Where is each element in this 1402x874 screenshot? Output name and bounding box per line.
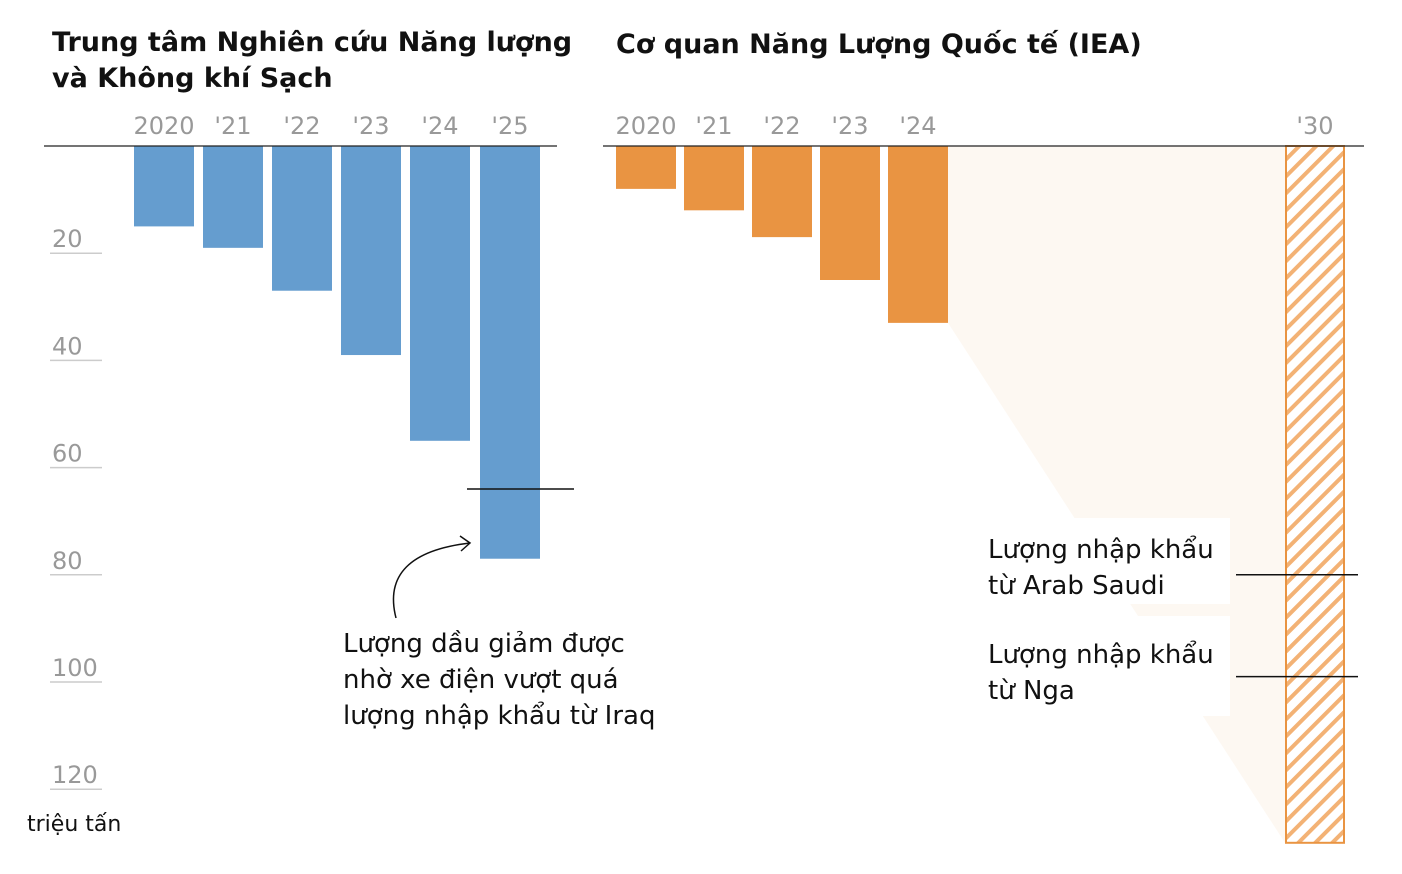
chart-title: Cơ quan Năng Lượng Quốc tế (IEA) — [616, 29, 1142, 60]
annotation-label: nhờ xe điện vượt quá — [343, 665, 619, 695]
reference-label: từ Nga — [988, 676, 1075, 706]
annotation-label: lượng nhập khẩu từ Iraq — [343, 700, 655, 731]
x-tick-label: 2020 — [615, 112, 676, 140]
x-tick-label: '21 — [695, 112, 732, 140]
y-tick-label: 100 — [52, 654, 98, 682]
label-background — [978, 616, 1230, 716]
annotation-arrow — [392, 542, 471, 619]
y-tick-label: 60 — [52, 440, 83, 468]
x-tick-label: '25 — [491, 112, 528, 140]
projected-bar — [1285, 145, 1345, 844]
projection-area — [948, 146, 1285, 843]
x-tick-label: '21 — [214, 112, 251, 140]
y-tick-label: 120 — [52, 761, 98, 789]
x-tick-label: 2020 — [133, 112, 194, 140]
y-tick-label: 40 — [52, 332, 83, 360]
chart-title: Trung tâm Nghiên cứu Năng lượng — [52, 27, 572, 58]
bar — [341, 146, 401, 356]
bar — [684, 146, 744, 211]
reference-label: từ Arab Saudi — [988, 571, 1165, 601]
annotation-label: Lượng dầu giảm được — [343, 629, 625, 659]
bar — [888, 146, 948, 323]
bar — [203, 146, 263, 248]
x-tick-label: '30 — [1296, 112, 1333, 140]
bar — [752, 146, 812, 238]
x-tick-label: '22 — [763, 112, 800, 140]
y-tick-label: 80 — [52, 547, 83, 575]
reference-label: Lượng nhập khẩu — [988, 639, 1214, 670]
bar — [820, 146, 880, 280]
bar — [134, 146, 194, 227]
bar — [410, 146, 470, 441]
x-tick-label: '24 — [899, 112, 936, 140]
arrow-head-icon — [459, 535, 472, 552]
bar — [272, 146, 332, 291]
left-chart: Trung tâm Nghiên cứu Năng lượng và Không … — [27, 27, 655, 837]
x-tick-label: '22 — [283, 112, 320, 140]
right-chart: Cơ quan Năng Lượng Quốc tế (IEA) 2020 '21 '… — [603, 29, 1364, 844]
reference-label: Lượng nhập khẩu — [988, 534, 1214, 565]
x-tick-label: '23 — [831, 112, 868, 140]
y-axis-unit: triệu tấn — [27, 812, 121, 837]
x-tick-label: '23 — [352, 112, 389, 140]
bar — [616, 146, 676, 189]
label-background — [978, 518, 1230, 604]
y-tick-label: 20 — [52, 225, 83, 253]
bar — [480, 146, 540, 559]
chart-title: và Không khí Sạch — [52, 63, 333, 94]
x-tick-label: '24 — [421, 112, 458, 140]
